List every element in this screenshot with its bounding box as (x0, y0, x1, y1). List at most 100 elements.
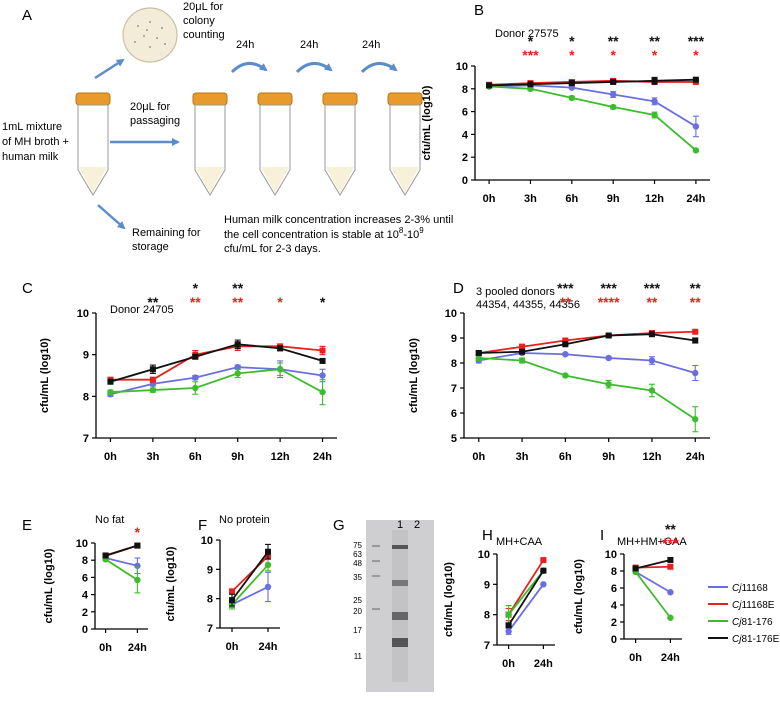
colony-label-3: counting (183, 29, 225, 41)
series-cj11168 (228, 571, 272, 609)
legend-label: Cj11168 (732, 583, 768, 594)
data-point (605, 354, 612, 362)
y-tick-label: 4 (462, 129, 469, 141)
marker-label-75: 75 (353, 541, 362, 550)
colony-dots-icon (134, 21, 166, 48)
y-tick-label: 9 (451, 333, 457, 345)
gel-band-1 (392, 545, 408, 549)
y-tick-label: 10 (478, 549, 490, 561)
time-label-2: 24h (300, 39, 318, 51)
significance-stars-red: * (135, 524, 141, 540)
legend-label: Cj11168E (732, 600, 775, 611)
series-line (489, 78, 696, 87)
marker-band-3 (372, 575, 380, 577)
legend-item-cj81-176e: Cj81-176E (708, 634, 780, 645)
y-tick-label: 2 (611, 617, 617, 629)
gel-panel-g: G 1 2 75 63 48 35 25 20 17 11 (333, 517, 434, 692)
x-tick-label: 0h (472, 451, 485, 463)
data-point (192, 384, 199, 392)
schematic-panel-a: A 20μL for colony counting 20μL for pass… (2, 1, 453, 255)
data-point (667, 589, 674, 596)
series-cj11168 (475, 349, 699, 382)
data-point (519, 348, 526, 355)
data-point (149, 366, 156, 373)
data-point (667, 614, 674, 621)
x-tick-label: 3h (516, 451, 529, 463)
series-cj81-176e (107, 339, 326, 385)
y-tick-label: 8 (611, 566, 617, 578)
series-cj81-176e (102, 542, 141, 559)
significance-stars-red: *** (522, 47, 539, 63)
data-point (192, 374, 199, 381)
data-point (319, 347, 326, 354)
data-point (518, 357, 526, 364)
y-tick-label: 10 (77, 308, 89, 320)
significance-stars-red: ** (646, 294, 657, 310)
x-tick-label: 9h (231, 451, 244, 463)
tube-icon-4 (387, 92, 423, 196)
gel-band-3 (392, 612, 408, 620)
data-point (134, 542, 141, 549)
significance-stars-black: * (193, 280, 199, 296)
significance-stars-red: * (652, 47, 658, 63)
data-point (605, 332, 612, 339)
data-point (568, 94, 576, 102)
data-point (134, 576, 141, 584)
storage-label-1: Remaining for (132, 227, 201, 239)
data-point (692, 76, 699, 83)
lane-label-1: 1 (397, 519, 403, 531)
data-point (149, 376, 156, 383)
data-point (610, 78, 617, 85)
marker-label-11: 11 (354, 652, 363, 661)
data-point (648, 331, 655, 338)
passaging-label-1: 20μL for (130, 101, 171, 113)
tube-icon-4-liquid (391, 167, 419, 193)
y-axis-label: cfu/mL (log10) (443, 562, 455, 637)
data-point (234, 341, 241, 348)
passage-arrow-icon-2 (295, 62, 333, 74)
y-tick-label: 7 (484, 640, 490, 652)
data-point (505, 628, 512, 635)
series-line (105, 557, 138, 567)
panel-label-b: B (474, 2, 484, 19)
data-point (102, 552, 109, 559)
series-line (489, 84, 697, 128)
data-point (648, 387, 656, 394)
storage-label-2: storage (132, 241, 169, 253)
series-cj81-176e (229, 543, 271, 607)
data-point (692, 337, 699, 344)
series-cj81-176e (475, 331, 699, 356)
significance-stars-red: **** (598, 294, 620, 310)
data-point (651, 98, 658, 105)
x-tick-label: 12h (271, 451, 290, 463)
data-point (234, 370, 241, 377)
significance-stars-black: ** (608, 33, 619, 49)
lane-label-2: 2 (414, 519, 420, 531)
x-tick-label: 0h (99, 642, 112, 654)
data-point (264, 583, 272, 591)
y-axis-label: cfu/mL (log10) (39, 338, 51, 413)
data-point (540, 557, 547, 564)
series-cj11168 (485, 82, 700, 138)
chart-h: H MH+CAA 7 8 9 10 0h 24h cfu/mL (log10) (443, 527, 555, 670)
y-axis-label: cfu/mL (log10) (408, 338, 420, 413)
series-line (231, 551, 269, 601)
y-tick-label: 2 (82, 607, 88, 619)
data-point (692, 369, 699, 377)
data-point (562, 372, 569, 379)
x-tick-label: 0h (483, 193, 496, 205)
x-tick-label: 12h (645, 193, 664, 205)
series-line (478, 330, 696, 354)
y-tick-label: 10 (445, 308, 457, 320)
data-point (562, 337, 569, 344)
gel-band-2 (392, 580, 408, 586)
mixture-label-2: of MH broth + (2, 136, 69, 148)
significance-stars-black: * (528, 33, 534, 49)
significance-stars-black: ** (147, 294, 158, 310)
x-tick-label: 12h (642, 451, 661, 463)
colony-label-2: colony (183, 15, 215, 27)
x-tick-label: 0h (502, 658, 515, 670)
data-point (667, 556, 674, 563)
x-tick-label: 6h (559, 451, 572, 463)
series-line (231, 564, 269, 606)
